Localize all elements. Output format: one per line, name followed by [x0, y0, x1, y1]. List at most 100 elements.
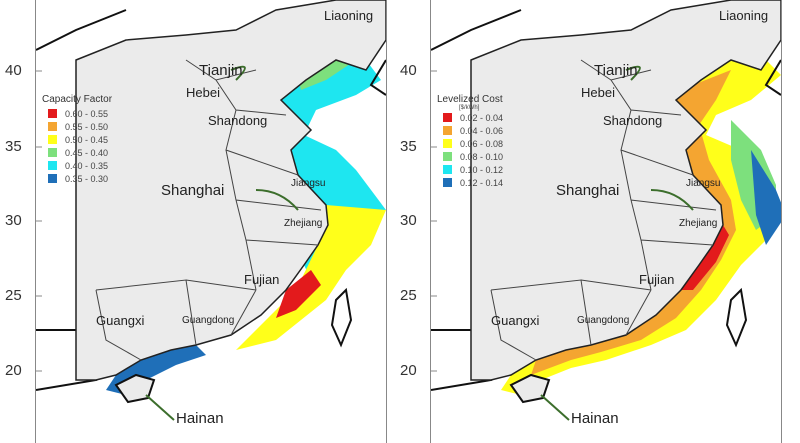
place-label-shandong: Shandong [208, 113, 268, 128]
legend-swatch [48, 109, 57, 118]
lat-tick: 30 [5, 212, 22, 229]
legend-swatch [443, 178, 452, 187]
hainan-island [509, 373, 551, 404]
levelized-cost-map: Liaoning Tianjin Hebei Shandong Shanghai Jian… [430, 0, 782, 443]
place-label-tianjin: Tianjin [199, 62, 243, 79]
place-label-hebei: Hebei [581, 85, 615, 100]
lat-tick: 25 [400, 287, 417, 304]
place-label-hainan: Hainan [571, 410, 619, 427]
legend-item: 0.04 - 0.06 [443, 124, 503, 137]
legend-swatch [443, 139, 452, 148]
place-label-fujian: Fujian [244, 272, 280, 287]
place-label-jiangsu: Jiangsu [291, 178, 326, 189]
place-label-jiangsu: Jiangsu [686, 178, 721, 189]
legend-label: 0.35 - 0.30 [65, 173, 109, 184]
legend-item: 0.08 - 0.10 [443, 150, 503, 163]
legend-swatch [443, 165, 452, 174]
legend-label: 0.12 - 0.14 [460, 177, 504, 188]
map-svg [36, 0, 386, 421]
shanghai-arrow [255, 189, 299, 211]
tianjin-arrow [230, 65, 246, 81]
hainan-island [114, 373, 156, 404]
place-label-zhejiang: Zhejiang [679, 218, 718, 229]
legend-title: Levelized Cost [437, 94, 503, 105]
place-label-hebei: Hebei [186, 85, 220, 100]
lat-gridline [431, 70, 437, 372]
capacity-factor-map: Liaoning Tianjin Hebei Shandong Shanghai Jian… [35, 0, 387, 443]
lat-tick: 35 [5, 138, 22, 155]
taiwan-island [725, 287, 748, 348]
legend-label: 0.40 - 0.35 [65, 160, 109, 171]
place-label-fujian: Fujian [639, 272, 675, 287]
legend-swatch [443, 126, 452, 135]
legend-unit: [$/kWh] [459, 105, 480, 111]
lat-tick: 25 [5, 287, 22, 304]
tianjin-arrow [625, 65, 641, 81]
place-label-shanghai: Shanghai [161, 182, 225, 199]
legend-label: 0.45 - 0.40 [65, 147, 109, 158]
place-label-guangxi: Guangxi [491, 313, 540, 328]
province-borders [490, 59, 717, 361]
legend-swatch [48, 161, 57, 170]
lat-tick: 35 [400, 138, 417, 155]
legend-swatch [48, 148, 57, 157]
place-label-guangdong: Guangdong [577, 315, 630, 326]
china-provinces [75, 0, 386, 381]
legend-item: 0.02 - 0.04 [443, 111, 503, 124]
korea-outline [369, 59, 386, 96]
lat-gridline [36, 70, 42, 372]
lat-tick: 40 [400, 62, 417, 79]
map-svg [431, 0, 781, 421]
hainan-arrow [540, 394, 570, 421]
resource-region [501, 55, 781, 395]
legend-label: 0.60 - 0.55 [65, 108, 109, 119]
hainan-arrow [145, 394, 175, 421]
legend-label: 0.10 - 0.12 [460, 164, 504, 175]
legend-item: 0.55 - 0.50 [48, 120, 112, 133]
legend-item: 0.10 - 0.12 [443, 163, 503, 176]
legend-swatch [443, 152, 452, 161]
korea-outline [764, 59, 781, 96]
china-provinces [470, 0, 781, 381]
resource-region [751, 150, 781, 245]
legend-label: 0.06 - 0.08 [460, 138, 504, 149]
legend-swatch [443, 113, 452, 122]
resource-region [276, 270, 321, 318]
legend-swatch [48, 122, 57, 131]
place-label-zhejiang: Zhejiang [284, 218, 323, 229]
legend-label: 0.50 - 0.45 [65, 134, 109, 145]
lat-tick: 20 [400, 362, 417, 379]
place-label-liaoning: Liaoning [719, 8, 769, 23]
legend-swatch [48, 174, 57, 183]
legend-item: 0.50 - 0.45 [48, 133, 112, 146]
legend-label: 0.02 - 0.04 [460, 112, 504, 123]
legend-item: 0.40 - 0.35 [48, 159, 112, 172]
legend-label: 0.04 - 0.06 [460, 125, 504, 136]
legend-swatch [48, 135, 57, 144]
place-label-guangdong: Guangdong [182, 315, 235, 326]
legend-title: Capacity Factor [42, 94, 113, 105]
legend-item: 0.60 - 0.55 [48, 107, 112, 120]
province-borders [95, 59, 322, 361]
legend: Levelized Cost [$/kWh] 0.02 - 0.04 0.04 - 0… [437, 94, 503, 189]
legend-item: 0.12 - 0.14 [443, 176, 503, 189]
place-label-shandong: Shandong [603, 113, 663, 128]
shanghai-arrow [650, 189, 694, 211]
place-label-shanghai: Shanghai [556, 182, 620, 199]
place-label-liaoning: Liaoning [324, 8, 374, 23]
resource-region [281, 60, 386, 290]
legend-label: 0.55 - 0.50 [65, 121, 109, 132]
resource-region [531, 70, 736, 375]
legend: Capacity Factor 0.60 - 0.55 0.55 - 0.50 0.5… [42, 94, 112, 185]
place-label-hainan: Hainan [176, 410, 224, 427]
legend-item: 0.06 - 0.08 [443, 137, 503, 150]
place-label-tianjin: Tianjin [594, 62, 638, 79]
lat-tick: 30 [400, 212, 417, 229]
lat-tick: 40 [5, 62, 22, 79]
legend-item: 0.45 - 0.40 [48, 146, 112, 159]
lat-tick: 20 [5, 362, 22, 379]
taiwan-island [330, 287, 353, 348]
legend-item: 0.35 - 0.30 [48, 172, 112, 185]
place-label-guangxi: Guangxi [96, 313, 145, 328]
legend-label: 0.08 - 0.10 [460, 151, 504, 162]
